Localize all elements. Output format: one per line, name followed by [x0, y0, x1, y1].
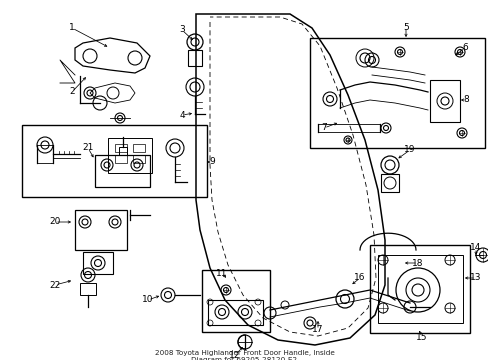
Bar	[115, 144, 127, 152]
Text: 3: 3	[179, 26, 184, 35]
Bar	[309, 38, 484, 148]
Bar	[22, 125, 206, 197]
Bar	[187, 50, 202, 66]
Bar	[95, 155, 150, 187]
Text: 2: 2	[69, 87, 75, 96]
Bar	[133, 144, 145, 152]
Bar	[202, 270, 269, 332]
Text: 10: 10	[142, 296, 153, 305]
Bar	[75, 210, 127, 250]
Bar	[429, 80, 459, 122]
Text: 5: 5	[402, 22, 408, 31]
Text: 22: 22	[49, 280, 61, 289]
Bar	[369, 245, 469, 333]
Text: 9: 9	[209, 158, 214, 166]
Text: 15: 15	[415, 333, 427, 342]
Text: 17: 17	[312, 325, 323, 334]
Text: 1: 1	[69, 23, 75, 32]
Text: 2008 Toyota Highlander Front Door Handle, Inside
Diagram for 69205-28120-E2: 2008 Toyota Highlander Front Door Handle…	[154, 350, 334, 360]
Text: 12: 12	[229, 351, 240, 360]
Bar	[380, 174, 398, 192]
Bar	[108, 138, 152, 173]
Bar	[207, 300, 263, 325]
Text: 4: 4	[179, 111, 184, 120]
Text: 18: 18	[411, 258, 423, 267]
Text: 20: 20	[49, 217, 61, 226]
Bar	[377, 255, 462, 323]
Text: 13: 13	[469, 274, 481, 283]
Text: 19: 19	[404, 145, 415, 154]
Bar	[115, 155, 127, 163]
Text: 16: 16	[353, 274, 365, 283]
Bar	[83, 252, 113, 274]
Text: 8: 8	[462, 95, 468, 104]
Bar	[80, 283, 96, 295]
Text: 7: 7	[321, 123, 326, 132]
Text: 6: 6	[461, 44, 467, 53]
Bar	[133, 155, 145, 163]
Text: 21: 21	[82, 144, 94, 153]
Text: 14: 14	[469, 243, 481, 252]
Text: 11: 11	[216, 269, 227, 278]
Bar	[119, 147, 127, 155]
